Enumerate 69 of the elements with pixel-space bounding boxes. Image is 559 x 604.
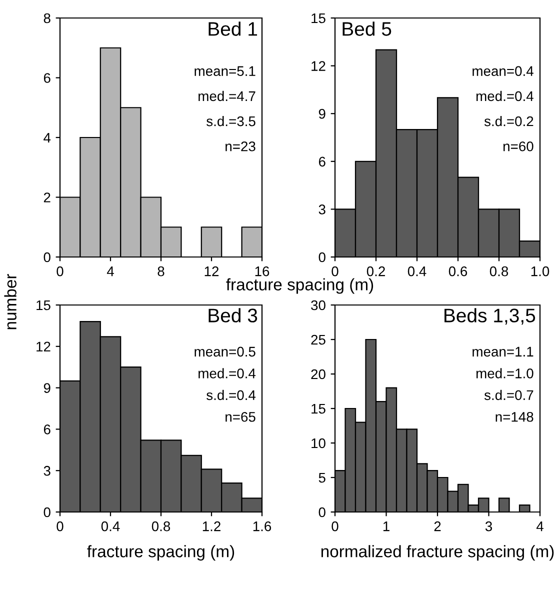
annotation: mean=0.5 <box>194 346 256 357</box>
y-tick-label: 9 <box>44 383 50 393</box>
chart-title: Bed 1 <box>208 22 258 36</box>
x-tick-label: 4 <box>106 266 114 276</box>
y-tick-label: 30 <box>311 300 326 310</box>
y-tick-label: 12 <box>312 61 326 71</box>
x-tick-label: 0.2 <box>366 266 385 276</box>
y-tick-label: 15 <box>312 13 326 24</box>
y-tick-label: 20 <box>311 369 326 380</box>
x-tick-label: 0.8 <box>490 266 508 276</box>
y-tick-label: 4 <box>44 132 51 143</box>
annotation: med.=0.4 <box>476 90 534 102</box>
annotation: s.d.=0.2 <box>484 116 534 126</box>
annotation: mean=0.4 <box>472 66 534 76</box>
y-tick-label: 8 <box>44 13 50 24</box>
x-tick-label: 0.4 <box>408 266 426 276</box>
chart-title: Bed 3 <box>208 308 258 322</box>
x-tick-label: 16 <box>255 266 270 276</box>
x-tick-label: 12 <box>204 266 219 276</box>
y-tick-label: 25 <box>311 334 326 345</box>
annotation: med.=0.4 <box>198 368 256 378</box>
annotation: s.d.=0.7 <box>484 390 534 400</box>
annotation: s.d.=0.4 <box>206 390 256 400</box>
annotation: mean=5.1 <box>194 66 256 76</box>
x-tick-label: 0.8 <box>152 521 170 532</box>
annotation: n=148 <box>496 412 534 422</box>
y-tick-label: 3 <box>318 204 326 214</box>
x-tick-label: 0 <box>332 521 338 532</box>
y-tick-label: 0 <box>318 507 326 518</box>
x-tick-label: 1 <box>383 522 390 532</box>
y-tick-label: 6 <box>44 424 50 434</box>
y-tick-label: 15 <box>36 300 50 310</box>
y-tick-label: 10 <box>312 438 326 448</box>
x-tick-label: 1.2 <box>202 521 220 532</box>
x-tick-label: 0.6 <box>448 266 468 276</box>
y-tick-label: 2 <box>44 192 50 202</box>
annotation: s.d.=3.5 <box>206 116 256 126</box>
x-axis-title: fracture spacing (m) <box>87 545 234 561</box>
x-tick-label: 2 <box>434 521 441 532</box>
x-tick-label: 1.6 <box>253 521 272 532</box>
x-tick-label: 0 <box>332 266 338 276</box>
y-tick-label: 0 <box>44 507 50 518</box>
x-tick-label: 4 <box>536 522 544 532</box>
x-tick-label: 0 <box>56 266 64 276</box>
x-tick-label: 3 <box>485 521 492 532</box>
x-tick-label: 8 <box>158 266 164 276</box>
x-tick-label: 0.4 <box>101 521 120 532</box>
y-tick-label: 0 <box>44 252 50 262</box>
y-tick-label: 9 <box>318 108 326 119</box>
annotation: n=65 <box>226 412 256 422</box>
y-tick-label: 6 <box>318 156 326 167</box>
y-axis-title: number <box>4 274 16 330</box>
y-tick-label: 15 <box>312 404 326 414</box>
x-tick-label: 1.0 <box>531 266 550 276</box>
annotation: med.=1.0 <box>476 368 534 378</box>
y-tick-label: 5 <box>318 472 326 483</box>
annotation: med.=4.7 <box>198 90 256 102</box>
y-tick-label: 6 <box>44 73 50 83</box>
annotation: mean=1.1 <box>472 346 534 357</box>
chart-title: Bed 5 <box>342 22 392 36</box>
chart-title: Beds 1,3,5 <box>444 308 536 325</box>
x-axis-title: fracture spacing (m) <box>226 278 374 294</box>
y-tick-label: 3 <box>44 466 50 476</box>
annotation: n=60 <box>503 141 534 152</box>
annotation: n=23 <box>226 141 256 152</box>
y-tick-label: 0 <box>318 252 326 262</box>
y-tick-label: 12 <box>36 342 50 352</box>
x-tick-label: 0 <box>56 521 64 532</box>
x-axis-title: normalized fracture spacing (m) <box>321 545 554 561</box>
